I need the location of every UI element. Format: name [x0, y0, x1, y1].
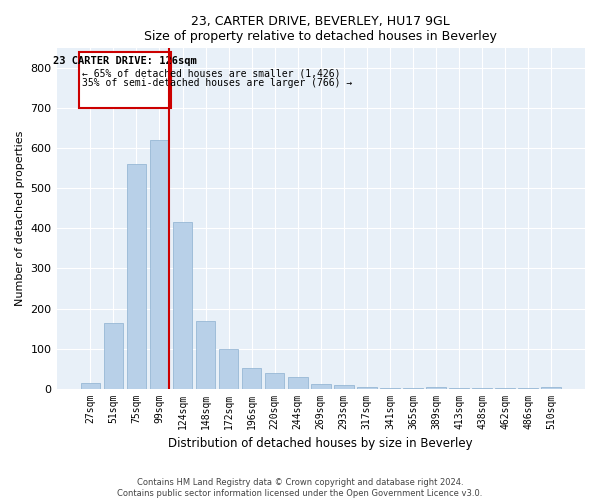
Bar	[196, 320, 215, 388]
Y-axis label: Number of detached properties: Number of detached properties	[15, 131, 25, 306]
Bar	[541, 386, 561, 388]
FancyBboxPatch shape	[79, 52, 171, 108]
Bar	[80, 382, 100, 388]
Text: 23 CARTER DRIVE: 126sqm: 23 CARTER DRIVE: 126sqm	[53, 56, 197, 66]
Bar	[149, 140, 169, 388]
Bar	[219, 348, 238, 389]
Bar	[334, 386, 353, 388]
Text: ← 65% of detached houses are smaller (1,426): ← 65% of detached houses are smaller (1,…	[82, 68, 340, 78]
Bar	[127, 164, 146, 388]
Bar	[311, 384, 331, 388]
Bar	[173, 222, 193, 388]
Bar	[242, 368, 262, 388]
Title: 23, CARTER DRIVE, BEVERLEY, HU17 9GL
Size of property relative to detached house: 23, CARTER DRIVE, BEVERLEY, HU17 9GL Siz…	[145, 15, 497, 43]
Bar	[426, 386, 446, 388]
Text: Contains HM Land Registry data © Crown copyright and database right 2024.
Contai: Contains HM Land Registry data © Crown c…	[118, 478, 482, 498]
Bar	[265, 372, 284, 388]
Bar	[288, 376, 308, 388]
Text: 35% of semi-detached houses are larger (766) →: 35% of semi-detached houses are larger (…	[82, 78, 352, 88]
Bar	[357, 386, 377, 388]
Bar	[104, 322, 123, 388]
X-axis label: Distribution of detached houses by size in Beverley: Distribution of detached houses by size …	[169, 437, 473, 450]
